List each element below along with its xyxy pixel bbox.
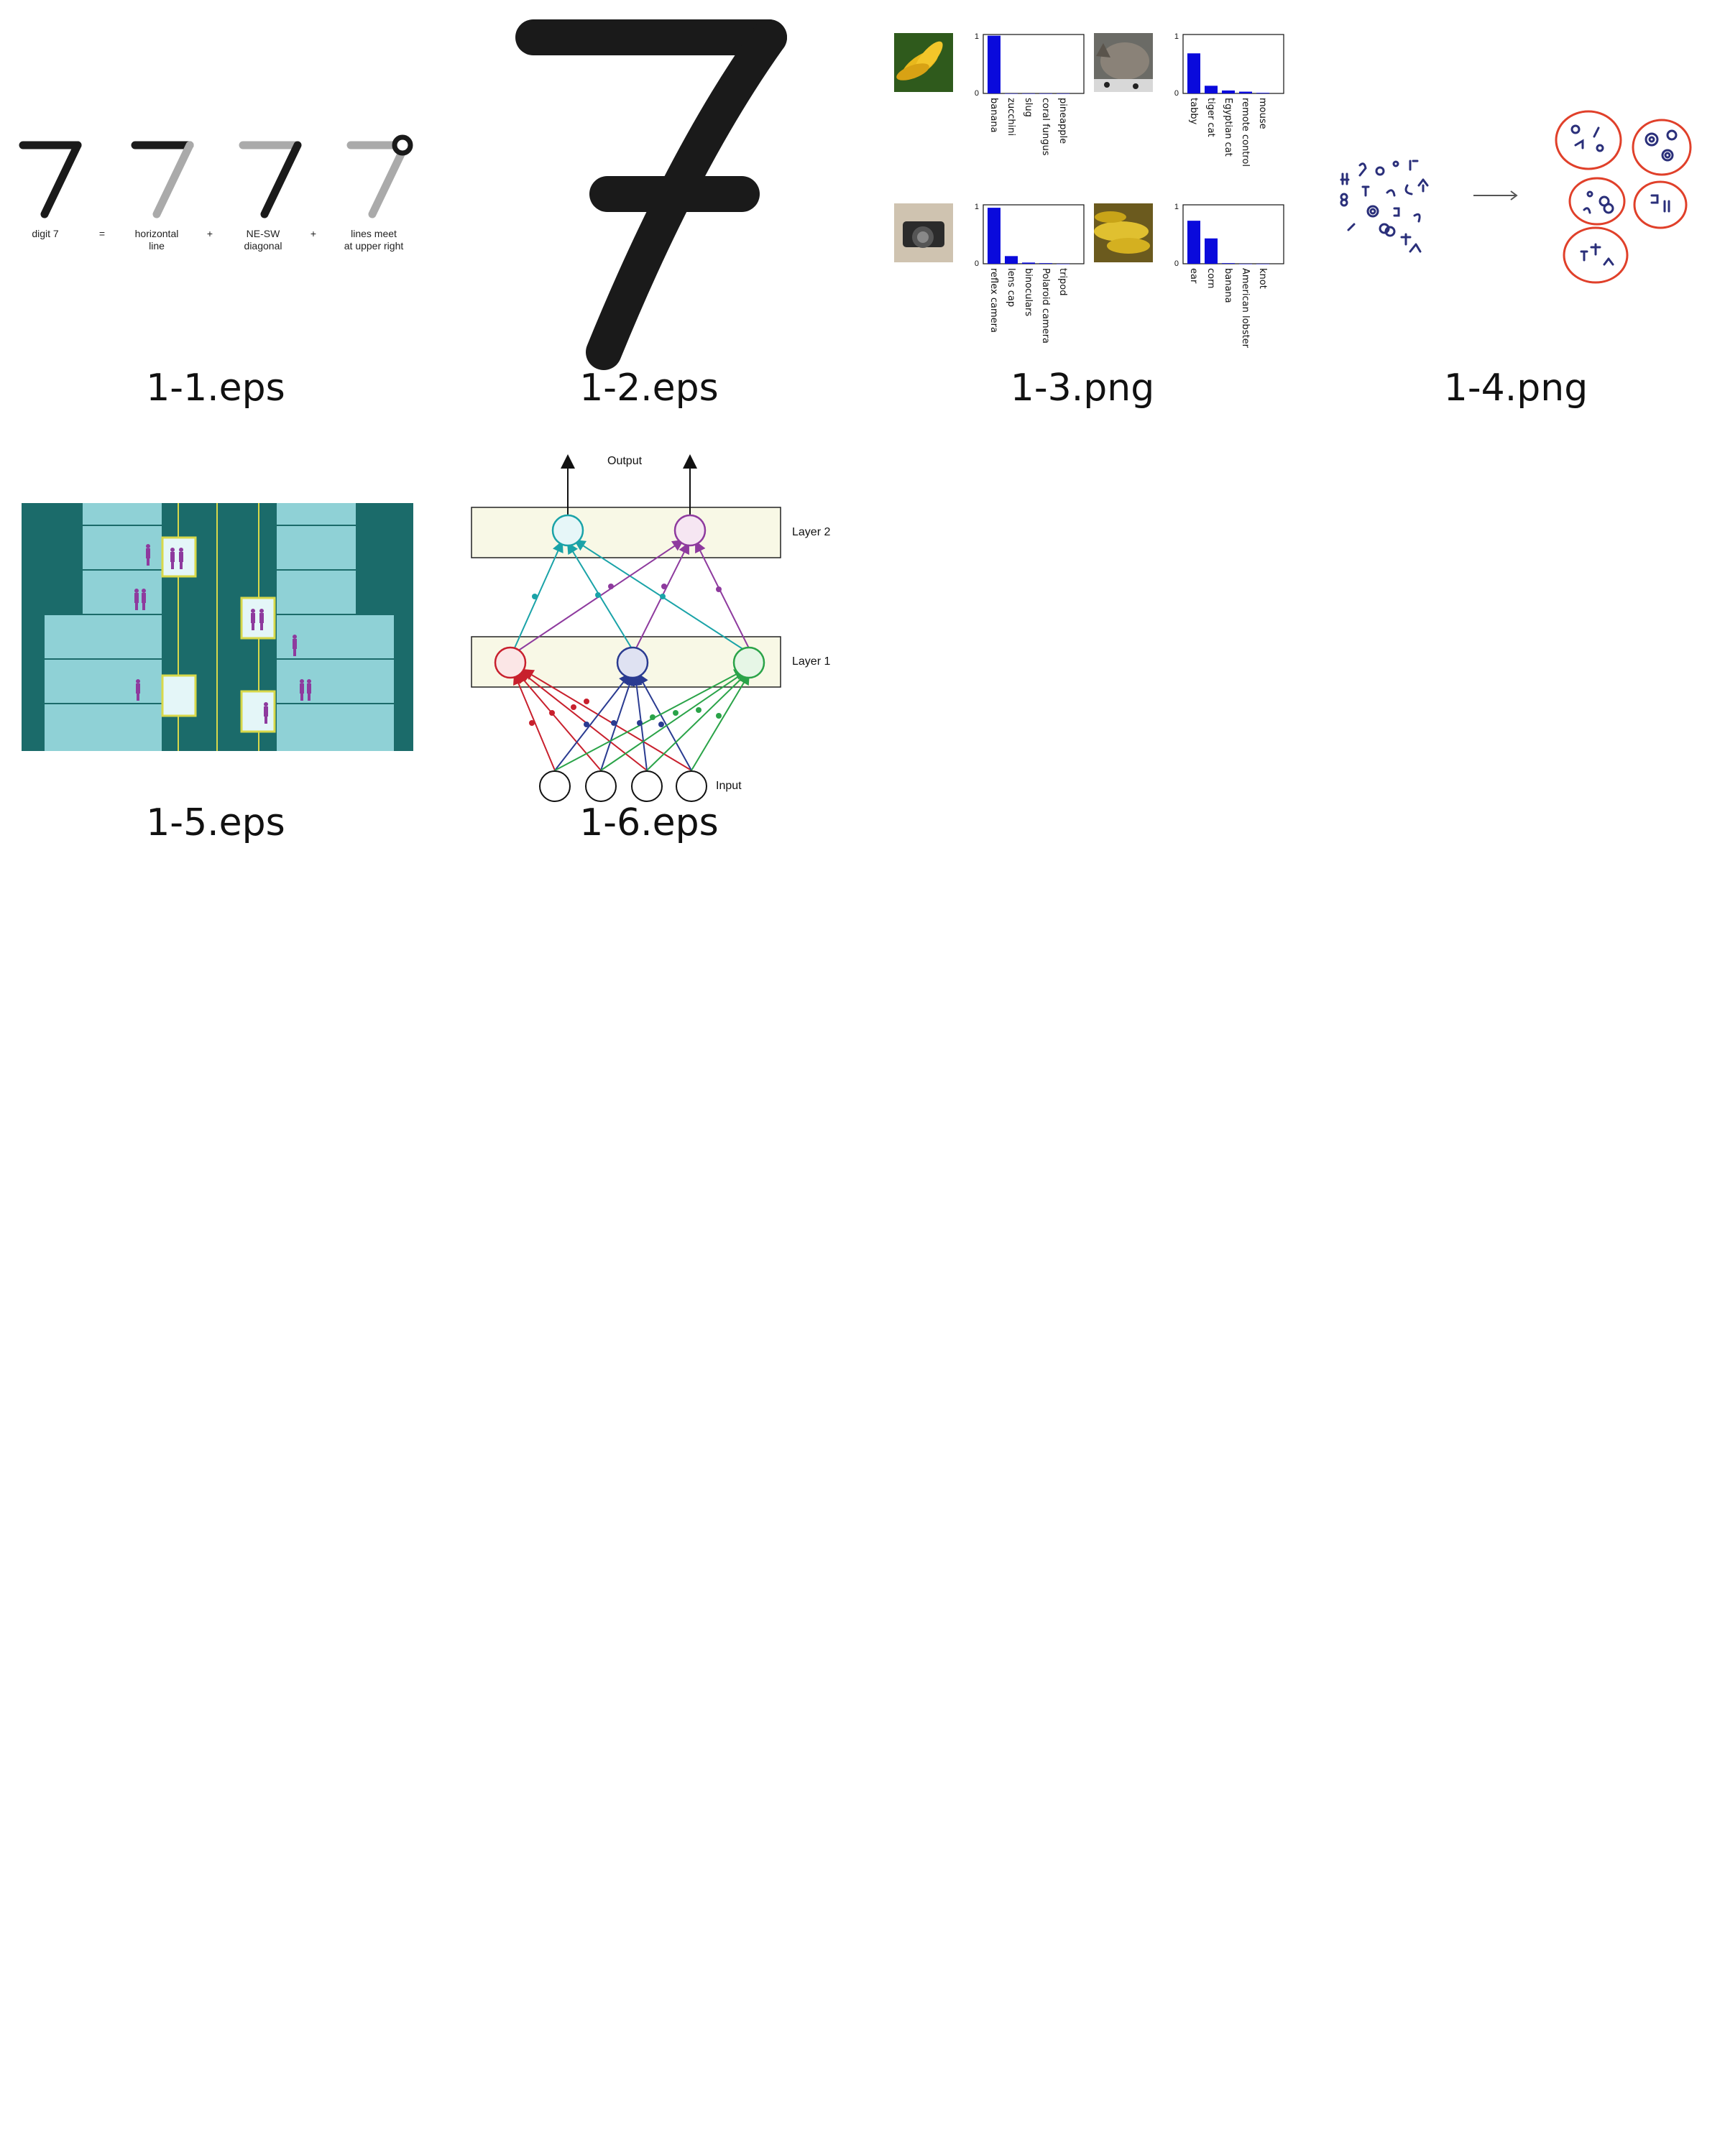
layer1-node-1 <box>494 646 527 679</box>
figure-1-1: digit 7 = horizontal line + NE-SW diagon… <box>19 134 413 252</box>
arrow-icon <box>1473 190 1518 201</box>
figure-1-2-big-seven <box>515 19 787 370</box>
op-equals: = <box>99 228 105 239</box>
label-digit7: digit 7 <box>32 228 59 239</box>
tick-label-tripod: tripod <box>1057 268 1068 296</box>
bar-ear <box>1187 221 1200 264</box>
clustered-symbols <box>1570 124 1678 266</box>
elevator-car-4 <box>240 690 276 733</box>
layer1-node-3 <box>732 646 765 679</box>
tick-label-coral-fungus: coral fungus <box>1040 98 1051 156</box>
bar-binoculars <box>1022 262 1035 264</box>
tick-label-tabby: tabby <box>1188 98 1199 125</box>
bar-corn <box>1205 238 1218 264</box>
tick-label-corn: corn <box>1205 268 1216 288</box>
tick-label-knot: knot <box>1257 268 1268 289</box>
layer2-label: Layer 2 <box>792 526 830 538</box>
axis-top-1: 1 <box>975 32 979 41</box>
bar-remote-control <box>1239 91 1252 93</box>
clusters <box>1555 110 1692 284</box>
weight-dots <box>529 584 722 727</box>
figure-1-4-clustering <box>1340 110 1692 284</box>
tick-label-remote-control: remote control <box>1240 98 1251 167</box>
axis-bottom-3: 0 <box>975 259 979 268</box>
axis-bottom-2: 0 <box>1174 89 1179 98</box>
tick-label-pineapple: pineapple <box>1057 98 1068 144</box>
bar-polaroid-camera <box>1039 263 1052 264</box>
layer2-node-1 <box>551 514 584 547</box>
tick-label-lens-cap: lens cap <box>1006 268 1016 307</box>
bar-tiger-cat <box>1205 86 1218 93</box>
axis-top-3: 1 <box>975 203 979 211</box>
bar-banana <box>988 35 1000 93</box>
input-node-2 <box>585 770 617 802</box>
label-diagonal: diagonal <box>244 240 282 252</box>
bar-coral-fungus <box>1039 93 1052 94</box>
tick-label-reflex-camera: reflex camera <box>988 268 999 333</box>
digit-7-diagonal <box>239 141 302 218</box>
tick-label-zucchini: zucchini <box>1006 98 1016 136</box>
tick-label-slug: slug <box>1023 98 1034 117</box>
tick-label-mouse: mouse <box>1257 98 1268 129</box>
bar-slug <box>1022 93 1035 94</box>
op-plus-1: + <box>207 228 213 239</box>
axis-top-2: 1 <box>1174 32 1179 41</box>
tick-label-polaroid-camera: Polaroid camera <box>1040 268 1051 344</box>
label-horizontal: horizontal <box>135 228 179 239</box>
digit-7-full <box>19 141 82 218</box>
bar-reflex-camera <box>988 208 1000 264</box>
caption-1-2: 1-2.eps <box>579 367 719 410</box>
input-label: Input <box>716 780 742 792</box>
bar-egyptian-cat <box>1222 90 1235 93</box>
label-lines-meet: lines meet <box>351 228 397 239</box>
layer1-node-2 <box>616 646 649 679</box>
bar-pineapple <box>1057 93 1070 94</box>
axis-bottom-4: 0 <box>1174 259 1179 268</box>
camera-photo <box>894 203 953 262</box>
tick-label-tiger-cat: tiger cat <box>1205 98 1216 137</box>
tick-label-american-lobster: American lobster <box>1240 268 1251 349</box>
digit-7-corner <box>346 134 413 218</box>
output-label: Output <box>607 455 643 467</box>
tick-label-binoculars: binoculars <box>1023 268 1034 316</box>
axis-top-4: 1 <box>1174 203 1179 211</box>
cat-photo <box>1094 33 1153 92</box>
label-upper-right: at upper right <box>344 240 404 252</box>
layer-2-box <box>471 507 781 558</box>
caption-1-3: 1-3.png <box>1010 367 1155 410</box>
caption-1-1: 1-1.eps <box>146 367 285 410</box>
figure-1-3-classification: 1 0 1 0 1 0 1 0 banana zucchini slug coral … <box>894 32 1284 349</box>
axis-bottom-1: 0 <box>975 89 979 98</box>
corn-photo <box>1094 203 1153 262</box>
digit-7-horizontal-line <box>131 141 194 218</box>
caption-1-4: 1-4.png <box>1443 367 1588 410</box>
caption-1-5: 1-5.eps <box>146 801 285 844</box>
tick-label-banana: banana <box>988 98 999 133</box>
scattered-symbols <box>1340 160 1429 253</box>
classification-bars: banana zucchini slug coral fungus pineapple t… <box>988 35 1269 349</box>
input-node-4 <box>676 770 707 802</box>
label-line: line <box>149 240 165 252</box>
input-node-3 <box>631 770 663 802</box>
bar-zucchini <box>1005 93 1018 94</box>
bananas-photo <box>894 33 953 92</box>
figure-1-6-network: Output Layer 2 Layer 1 Input <box>471 454 830 802</box>
people <box>134 544 311 724</box>
tick-label-ear: ear <box>1188 268 1199 284</box>
bar-lens-cap <box>1005 256 1018 264</box>
elevator-car-3 <box>240 596 276 640</box>
caption-1-6: 1-6.eps <box>579 801 719 844</box>
elevator-car-2 <box>161 674 197 717</box>
input-node-1 <box>539 770 571 802</box>
tick-label-banana: banana <box>1223 268 1233 303</box>
layer1-label: Layer 1 <box>792 655 830 668</box>
bar-banana <box>1222 263 1235 264</box>
figure-1-5-elevators <box>22 503 413 751</box>
label-ne-sw: NE-SW <box>247 228 280 239</box>
tick-label-egyptian-cat: Egyptian cat <box>1223 98 1233 157</box>
bar-tabby <box>1187 53 1200 93</box>
op-plus-2: + <box>310 228 316 239</box>
layer2-node-2 <box>673 514 707 547</box>
